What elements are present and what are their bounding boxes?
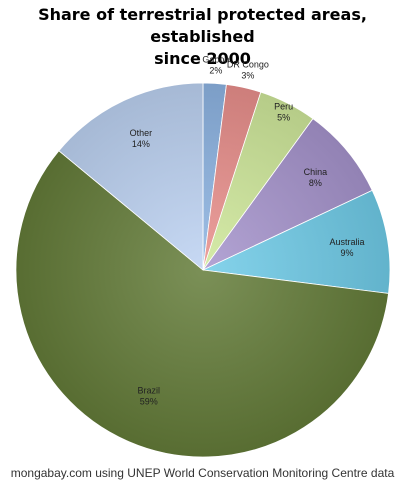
label-gabon: Gabon xyxy=(202,55,229,65)
label-brazil: Brazil xyxy=(138,385,161,395)
slice-australia xyxy=(201,189,391,294)
label-china: China xyxy=(304,167,328,177)
source-note: mongabay.com using UNEP World Conservati… xyxy=(10,466,395,480)
value-label-brazil: 59% xyxy=(140,396,158,406)
slice-china xyxy=(202,118,373,271)
chart-title: Share of terrestrial protected areas, es… xyxy=(0,4,405,70)
slice-other xyxy=(58,82,204,271)
value-label-other: 14% xyxy=(132,139,150,149)
label-peru: Peru xyxy=(274,102,293,112)
chart-title-line-1: Share of terrestrial protected areas, es… xyxy=(38,5,367,46)
chart-title-line-2: since 2000 xyxy=(154,49,251,68)
value-label-gabon: 2% xyxy=(209,66,222,76)
value-label-china: 8% xyxy=(309,178,322,188)
slice-brazil xyxy=(15,150,389,458)
value-label-peru: 5% xyxy=(277,113,290,123)
value-label-australia: 9% xyxy=(341,248,354,258)
value-label-dr-congo: 3% xyxy=(241,70,254,80)
label-australia: Australia xyxy=(330,237,365,247)
label-dr-congo: DR Congo xyxy=(227,59,269,69)
label-other: Other xyxy=(130,128,153,138)
